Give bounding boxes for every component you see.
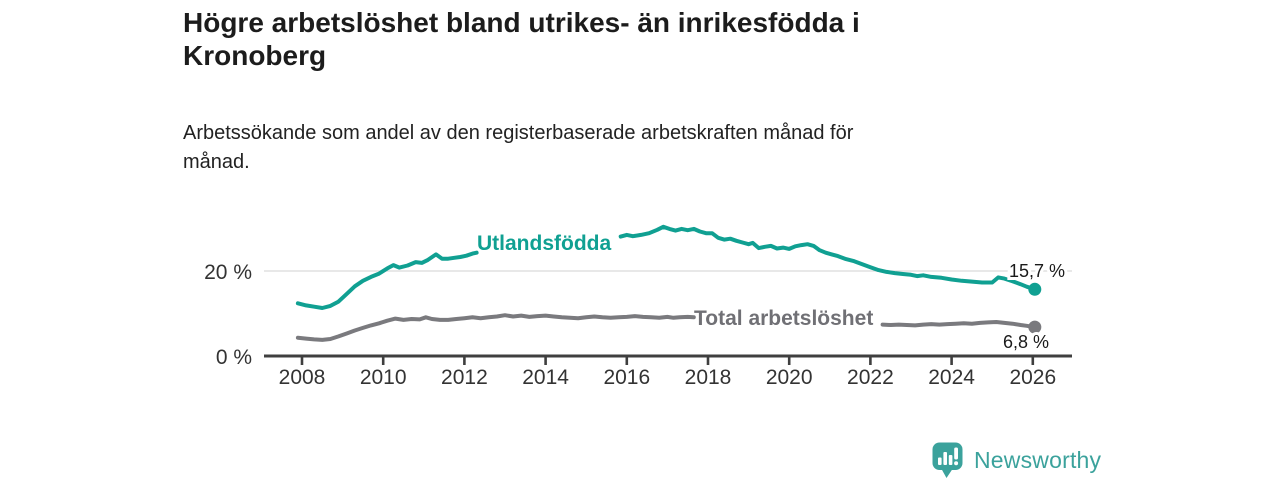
x-tick-label-2016: 2016 <box>603 366 650 389</box>
x-tick-label-2026: 2026 <box>1009 366 1056 389</box>
series-label-total-arbetsloshet: Total arbetslöshet <box>694 307 873 330</box>
series-label-utlandsfodda: Utlandsfödda <box>477 232 611 255</box>
x-tick-label-2012: 2012 <box>441 366 488 389</box>
newsworthy-logo[interactable]: Newsworthy <box>931 441 1101 479</box>
x-tick-label-2020: 2020 <box>766 366 813 389</box>
x-tick-label-2014: 2014 <box>522 366 569 389</box>
bar-chart-speech-bubble-icon <box>932 442 963 478</box>
y-tick-label-20: 20 % <box>204 261 252 284</box>
chart-title: Högre arbetslöshet bland utrikes- än inr… <box>183 6 1143 72</box>
y-tick-label-0: 0 % <box>216 346 252 369</box>
x-tick-label-2010: 2010 <box>360 366 407 389</box>
end-value-label-utlandsfodda: 15,7 % <box>1009 261 1065 281</box>
x-tick-label-2018: 2018 <box>685 366 732 389</box>
endpoint-dot-total <box>1028 320 1042 334</box>
line-total-segment-1 <box>295 313 696 342</box>
chart-subtitle-line-2: månad. <box>183 151 250 173</box>
line-total-segment-2 <box>880 320 1037 330</box>
chart-subtitle-line-1: Arbetssökande som andel av den registerb… <box>183 122 854 144</box>
x-tick-label-2008: 2008 <box>279 366 326 389</box>
x-tick-label-2022: 2022 <box>847 366 894 389</box>
x-tick-label-2024: 2024 <box>928 366 975 389</box>
chart-title-line-2: Kronoberg <box>183 40 327 71</box>
line-utlandsfodda-segment-2 <box>618 224 1037 292</box>
chart-title-line-1: Högre arbetslöshet bland utrikes- än inr… <box>183 7 860 38</box>
end-value-label-total: 6,8 % <box>1003 332 1049 352</box>
endpoint-dot-utlandsfodda <box>1028 282 1042 296</box>
line-utlandsfodda-segment-1 <box>295 250 479 310</box>
chart-subtitle: Arbetssökande som andel av den registerb… <box>183 119 1083 177</box>
newsworthy-brand-text: Newsworthy <box>974 447 1102 473</box>
